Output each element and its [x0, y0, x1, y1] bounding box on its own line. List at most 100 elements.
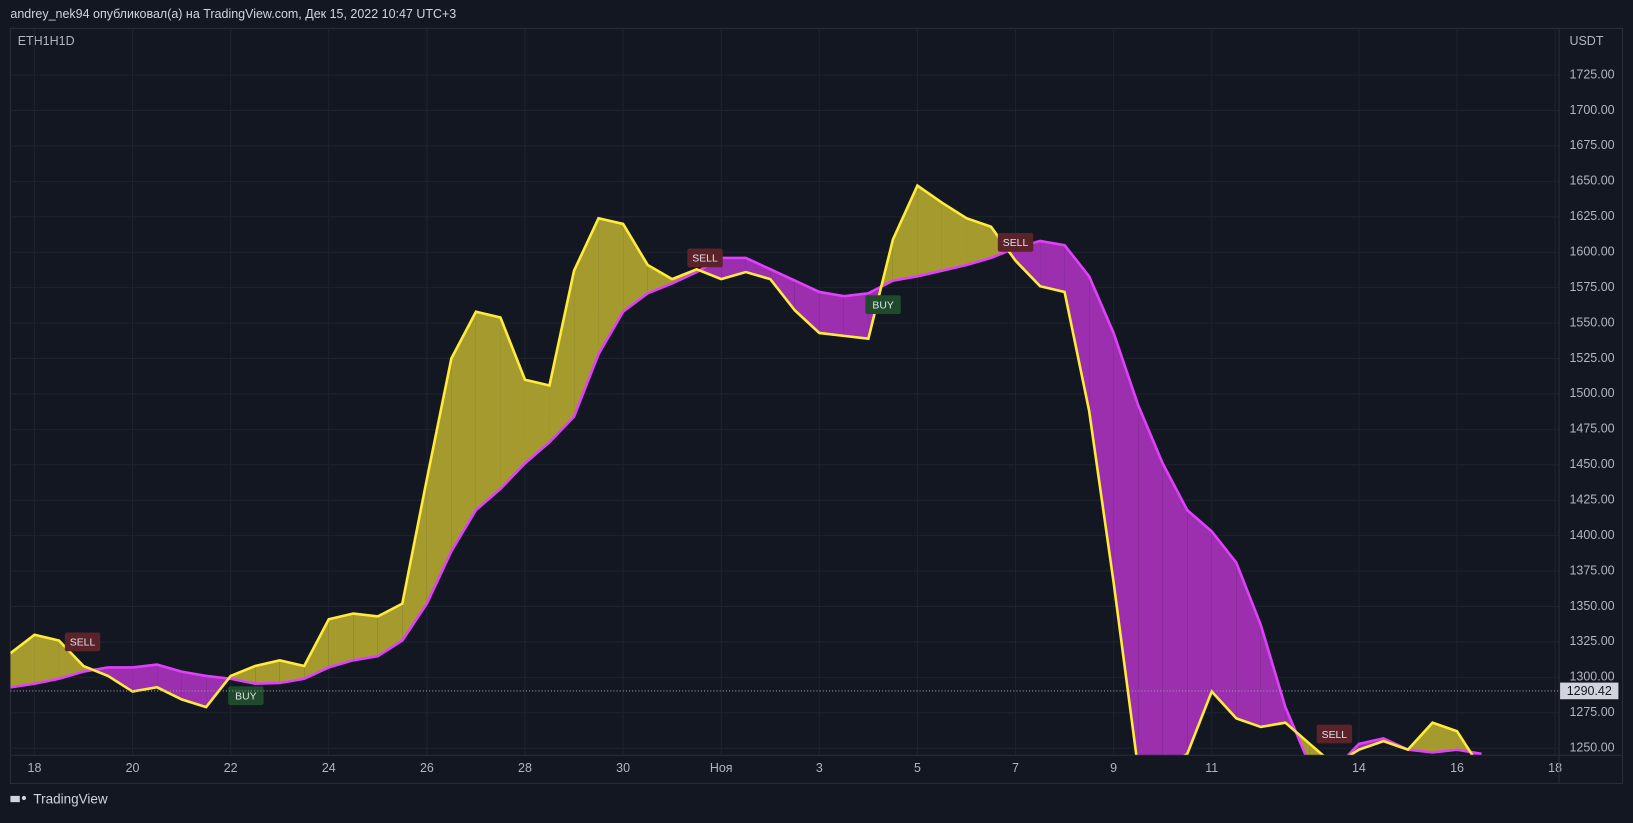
- x-tick-label: 28: [518, 761, 532, 775]
- ma-line: [10, 239, 1482, 756]
- signal-label: SELL: [1322, 730, 1348, 741]
- y-tick-label: 1450.00: [1569, 457, 1614, 471]
- cloud-fill: [819, 291, 844, 336]
- signal-label: SELL: [692, 254, 718, 265]
- y-tick-label: 1625.00: [1569, 209, 1614, 223]
- cloud-fill: [108, 667, 133, 692]
- cloud-fill: [181, 671, 207, 708]
- chart-frame: [9, 27, 1624, 784]
- signal-box: [687, 248, 723, 268]
- cloud-fill: [255, 660, 280, 684]
- cloud-fill: [475, 311, 501, 511]
- cloud-fill: [966, 218, 992, 265]
- y-tick-label: 1425.00: [1569, 493, 1614, 507]
- cloud-fill: [623, 223, 648, 312]
- signal-label: BUY: [235, 692, 256, 703]
- x-tick-label: 11: [1205, 761, 1218, 775]
- y-tick-label: 1325.00: [1569, 634, 1614, 648]
- cloud-fill: [1064, 245, 1090, 411]
- y-tick-label: 1500.00: [1569, 386, 1614, 400]
- y-tick-label: 1700.00: [1569, 103, 1614, 117]
- y-tick-label: 1250.00: [1569, 740, 1614, 754]
- x-tick-label: 26: [420, 761, 434, 775]
- x-tick-label: 30: [616, 761, 630, 775]
- signal-label: BUY: [872, 300, 893, 311]
- y-tick-label: 1525.00: [1569, 351, 1614, 365]
- cloud-fill: [941, 202, 967, 271]
- last-price-label: 1290.42: [1567, 684, 1612, 698]
- cloud-fill: [304, 619, 329, 679]
- x-tick-label: 18: [1548, 761, 1562, 775]
- cloud-fill: [647, 264, 673, 294]
- cloud-fill: [10, 634, 35, 688]
- cloud-fill: [132, 664, 158, 692]
- cloud-fill: [843, 293, 869, 339]
- cloud-fill: [1089, 276, 1114, 583]
- cloud-fill: [157, 664, 182, 700]
- cloud-fill: [500, 317, 525, 489]
- signal-box: [64, 632, 101, 652]
- cloud-fill: [426, 358, 452, 604]
- x-tick-label: 14: [1352, 761, 1366, 775]
- x-tick-label: 22: [224, 761, 238, 775]
- cloud-fill: [794, 280, 820, 334]
- signal-box: [1316, 724, 1353, 744]
- cloud-fill: [353, 613, 378, 661]
- y-tick-label: 1600.00: [1569, 245, 1614, 259]
- y-tick-label: 1275.00: [1569, 705, 1614, 719]
- cloud-fill: [770, 269, 795, 311]
- y-tick-label: 1400.00: [1569, 528, 1614, 542]
- signal-box: [865, 295, 901, 315]
- cloud-fill: [1113, 333, 1139, 756]
- y-tick-label: 1300.00: [1569, 670, 1614, 684]
- cloud-fill: [1187, 510, 1212, 754]
- cloud-fill: [917, 185, 942, 277]
- cloud-fill: [1236, 562, 1261, 727]
- y-tick-label: 1550.00: [1569, 315, 1614, 329]
- x-tick-label: 16: [1450, 761, 1464, 775]
- cloud-fill: [34, 634, 59, 684]
- cloud-fill: [1040, 240, 1065, 292]
- brand-logo: [10, 795, 27, 803]
- x-tick-label: 18: [28, 761, 42, 775]
- cloud-fill: [328, 613, 354, 668]
- cloud-fill: [1260, 624, 1286, 727]
- ma-line: [10, 183, 1475, 756]
- y-tick-label: 1475.00: [1569, 422, 1614, 436]
- cloud-fill: [1211, 531, 1237, 719]
- x-tick-label: 7: [1012, 761, 1019, 775]
- cloud-fill: [402, 478, 427, 641]
- cloud-fill: [451, 311, 476, 552]
- x-tick-label: Ноя: [710, 761, 733, 775]
- cloud-fill: [549, 270, 575, 443]
- axes: 1250.00 1275.00 1300.00 1325.00 1350.00 1375.…: [10, 28, 1623, 784]
- cloud-fill: [1015, 240, 1041, 287]
- y-tick-label: 1375.00: [1569, 563, 1614, 577]
- cloud-fill: [524, 379, 550, 464]
- y-tick-label: 1675.00: [1569, 138, 1614, 152]
- footer-brand: TradingView: [33, 792, 108, 807]
- cloud-fill: [1138, 405, 1163, 756]
- cloud-fill: [892, 185, 918, 281]
- x-tick-label: 5: [914, 761, 921, 775]
- currency: USDT: [1569, 34, 1603, 48]
- symbol: ETH1H1D: [18, 34, 75, 48]
- x-tick-label: 9: [1110, 761, 1117, 775]
- y-tick-label: 1575.00: [1569, 280, 1614, 294]
- last-price-box: [1560, 682, 1619, 700]
- header-title: andrey_nek94 опубликовал(а) на TradingVi…: [10, 7, 456, 21]
- y-tick-label: 1650.00: [1569, 174, 1614, 188]
- signal-label: SELL: [70, 638, 96, 649]
- plot-area: SELL BUY SELL BUY SELL SELL: [10, 183, 1560, 756]
- cloud-fill: [279, 660, 305, 684]
- x-tick-label: 20: [126, 761, 140, 775]
- signal-label: SELL: [1003, 238, 1029, 249]
- x-tick-label: 24: [322, 761, 336, 775]
- x-tick-label: 3: [816, 761, 823, 775]
- cloud-fill: [1162, 463, 1188, 756]
- signal-box: [997, 232, 1034, 252]
- y-tick-label: 1725.00: [1569, 67, 1614, 81]
- y-tick-label: 1350.00: [1569, 599, 1614, 613]
